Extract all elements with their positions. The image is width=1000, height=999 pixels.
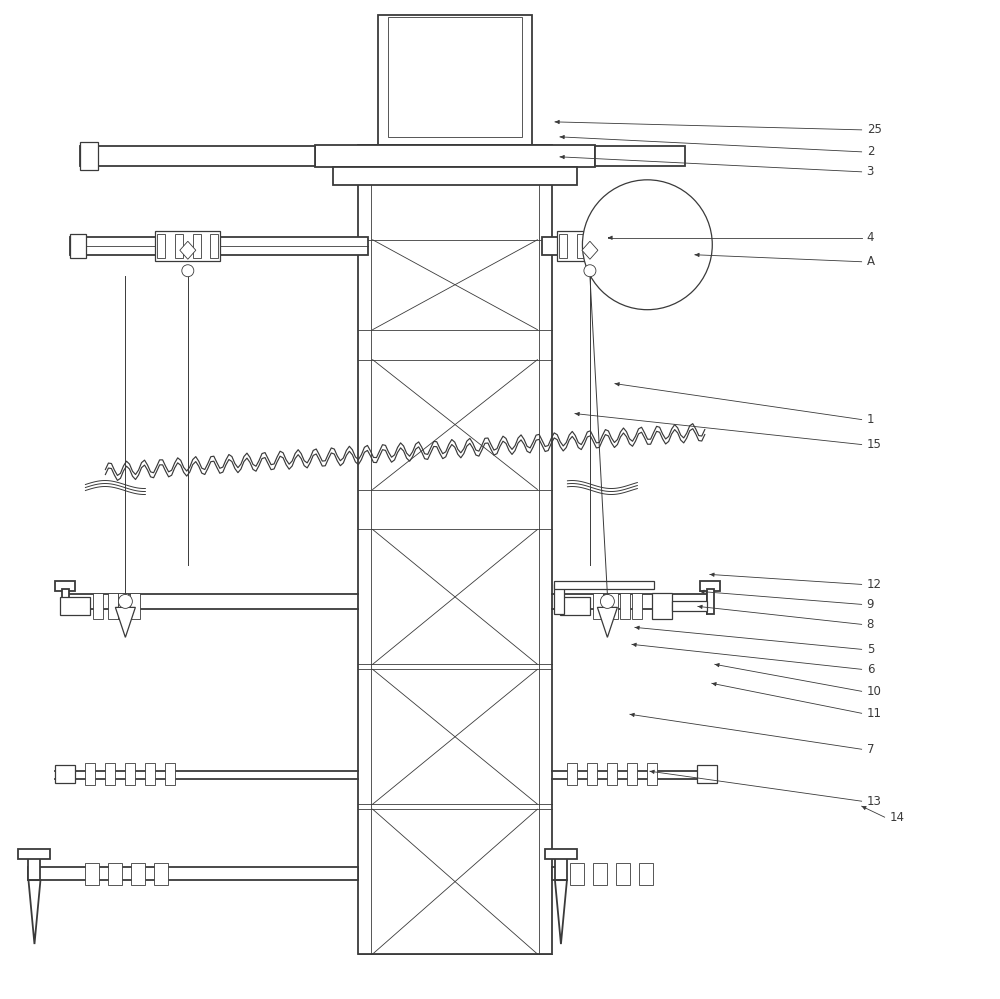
Bar bbox=[555, 855, 567, 880]
Bar bbox=[333, 167, 577, 185]
Bar bbox=[80, 146, 315, 166]
Bar bbox=[105, 763, 115, 785]
Bar bbox=[60, 597, 90, 615]
Bar bbox=[559, 234, 567, 258]
Bar bbox=[85, 863, 99, 885]
Text: 4: 4 bbox=[867, 231, 874, 245]
Text: 6: 6 bbox=[867, 662, 874, 676]
Bar bbox=[145, 763, 155, 785]
Text: 14: 14 bbox=[890, 810, 905, 824]
Bar bbox=[70, 234, 86, 258]
Text: 2: 2 bbox=[867, 145, 874, 159]
Text: 3: 3 bbox=[867, 165, 874, 179]
Bar bbox=[593, 863, 607, 885]
Bar bbox=[388, 17, 522, 137]
Polygon shape bbox=[180, 242, 196, 260]
Bar bbox=[130, 593, 140, 619]
Polygon shape bbox=[582, 242, 598, 260]
Bar bbox=[155, 231, 220, 261]
Bar bbox=[108, 593, 118, 619]
Polygon shape bbox=[115, 607, 135, 637]
Bar bbox=[542, 237, 657, 255]
Bar bbox=[70, 237, 368, 255]
Bar bbox=[554, 584, 564, 614]
Bar bbox=[378, 15, 532, 145]
Text: 13: 13 bbox=[867, 794, 882, 808]
Bar bbox=[627, 763, 637, 785]
Circle shape bbox=[582, 180, 712, 310]
Bar bbox=[707, 589, 714, 614]
Bar bbox=[595, 234, 603, 258]
Bar bbox=[93, 593, 103, 619]
Bar bbox=[28, 867, 358, 880]
Text: A: A bbox=[867, 255, 875, 269]
Bar bbox=[607, 763, 617, 785]
Bar bbox=[639, 863, 653, 885]
Bar bbox=[62, 589, 69, 614]
Bar bbox=[210, 234, 218, 258]
Bar bbox=[593, 593, 603, 619]
Text: 12: 12 bbox=[867, 577, 882, 591]
Bar bbox=[632, 593, 642, 619]
Bar bbox=[154, 863, 168, 885]
Polygon shape bbox=[597, 607, 617, 637]
Bar bbox=[118, 593, 128, 619]
Bar bbox=[672, 601, 707, 611]
Bar bbox=[157, 234, 165, 258]
Bar bbox=[587, 763, 597, 785]
Text: 11: 11 bbox=[867, 706, 882, 720]
Text: 7: 7 bbox=[867, 742, 874, 756]
Bar bbox=[647, 763, 657, 785]
Bar bbox=[620, 593, 630, 619]
Bar bbox=[193, 234, 201, 258]
Bar bbox=[55, 765, 75, 783]
Bar bbox=[595, 146, 685, 166]
Circle shape bbox=[584, 265, 596, 277]
Bar bbox=[577, 234, 585, 258]
Bar bbox=[560, 597, 590, 615]
Bar bbox=[28, 855, 40, 880]
Text: 15: 15 bbox=[867, 438, 882, 452]
Text: 25: 25 bbox=[867, 123, 882, 137]
Bar bbox=[552, 867, 565, 880]
Bar bbox=[652, 593, 672, 619]
Bar bbox=[697, 765, 717, 783]
Text: 10: 10 bbox=[867, 684, 882, 698]
Bar bbox=[608, 593, 618, 619]
Polygon shape bbox=[555, 880, 567, 944]
Bar bbox=[700, 581, 720, 591]
Bar bbox=[616, 863, 630, 885]
Bar bbox=[315, 145, 595, 167]
Bar bbox=[85, 763, 95, 785]
Bar bbox=[80, 142, 98, 170]
Bar bbox=[557, 231, 622, 261]
Bar bbox=[125, 763, 135, 785]
Bar bbox=[55, 581, 75, 591]
Bar bbox=[554, 581, 654, 589]
Bar bbox=[165, 763, 175, 785]
Polygon shape bbox=[28, 880, 40, 944]
Circle shape bbox=[182, 265, 194, 277]
Bar bbox=[175, 234, 183, 258]
Bar bbox=[570, 863, 584, 885]
Text: 5: 5 bbox=[867, 642, 874, 656]
Bar bbox=[18, 849, 50, 859]
Bar bbox=[567, 763, 577, 785]
Bar bbox=[545, 849, 577, 859]
Circle shape bbox=[600, 594, 614, 608]
Text: 9: 9 bbox=[867, 597, 874, 611]
Circle shape bbox=[118, 594, 132, 608]
Text: 8: 8 bbox=[867, 617, 874, 631]
Bar bbox=[108, 863, 122, 885]
Text: 1: 1 bbox=[867, 413, 874, 427]
Bar bbox=[131, 863, 145, 885]
Bar bbox=[358, 145, 552, 954]
Bar bbox=[612, 234, 620, 258]
